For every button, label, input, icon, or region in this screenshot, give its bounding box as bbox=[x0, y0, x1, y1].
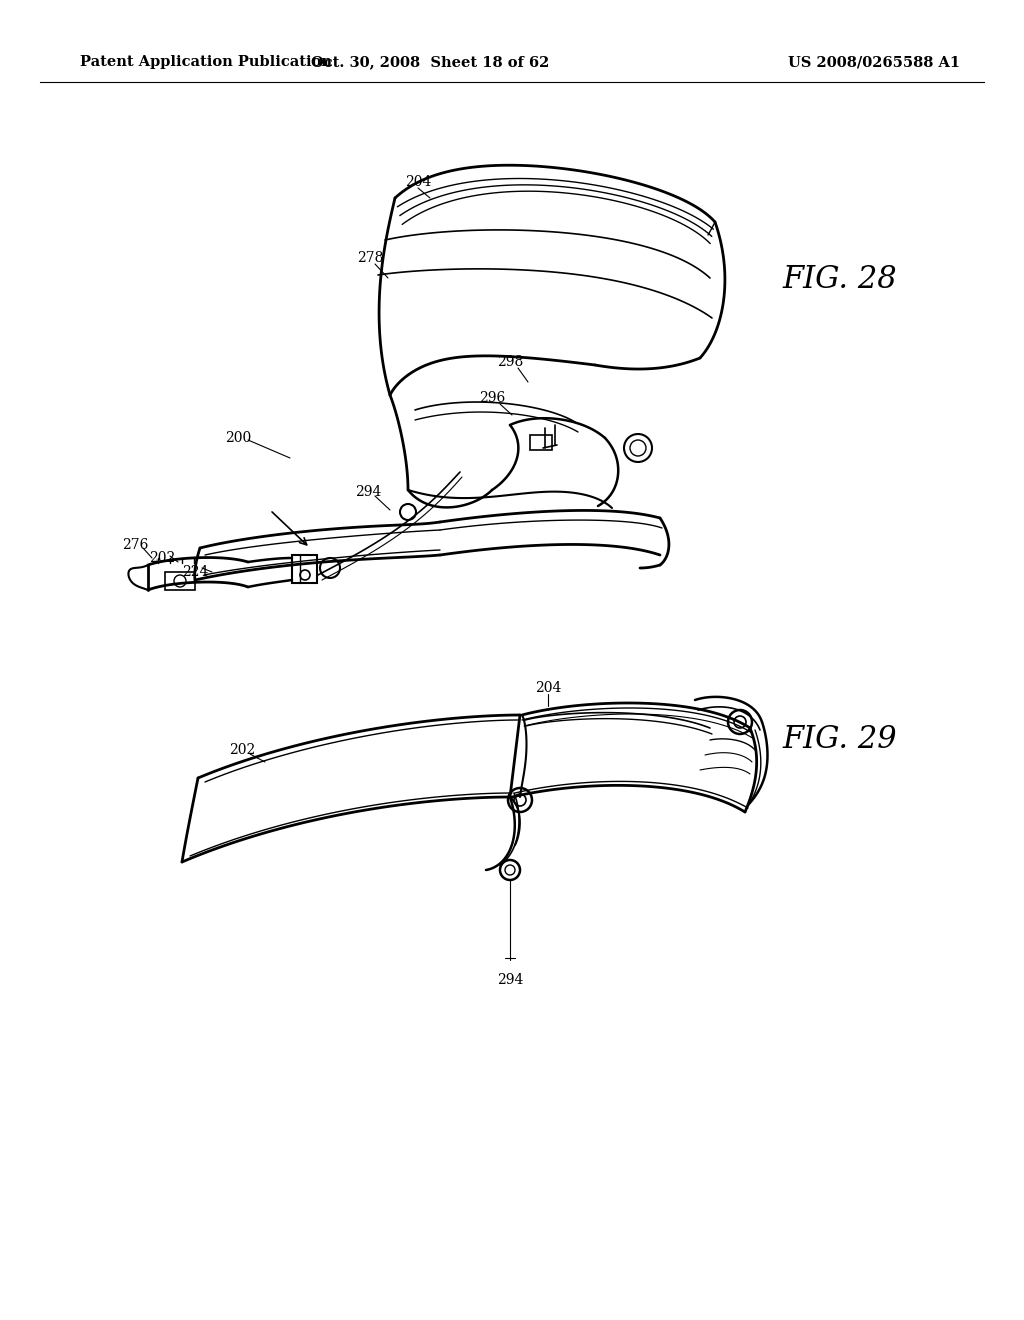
Text: 296: 296 bbox=[479, 391, 505, 405]
Text: 202: 202 bbox=[229, 743, 255, 756]
Text: 294: 294 bbox=[497, 973, 523, 987]
Text: 204: 204 bbox=[404, 176, 431, 189]
Text: FIG. 28: FIG. 28 bbox=[782, 264, 897, 296]
Text: 224: 224 bbox=[182, 565, 208, 579]
Text: Patent Application Publication: Patent Application Publication bbox=[80, 55, 332, 69]
Text: US 2008/0265588 A1: US 2008/0265588 A1 bbox=[787, 55, 961, 69]
Text: 204: 204 bbox=[535, 681, 561, 696]
Text: 202: 202 bbox=[148, 550, 175, 565]
Text: 294: 294 bbox=[354, 484, 381, 499]
Text: FIG. 29: FIG. 29 bbox=[782, 725, 897, 755]
Bar bbox=[292, 554, 317, 583]
Text: 276: 276 bbox=[122, 539, 148, 552]
Text: 278: 278 bbox=[356, 251, 383, 265]
Text: 200: 200 bbox=[225, 432, 251, 445]
Text: Oct. 30, 2008  Sheet 18 of 62: Oct. 30, 2008 Sheet 18 of 62 bbox=[311, 55, 549, 69]
Text: 298: 298 bbox=[497, 355, 523, 370]
Bar bbox=[165, 572, 195, 590]
